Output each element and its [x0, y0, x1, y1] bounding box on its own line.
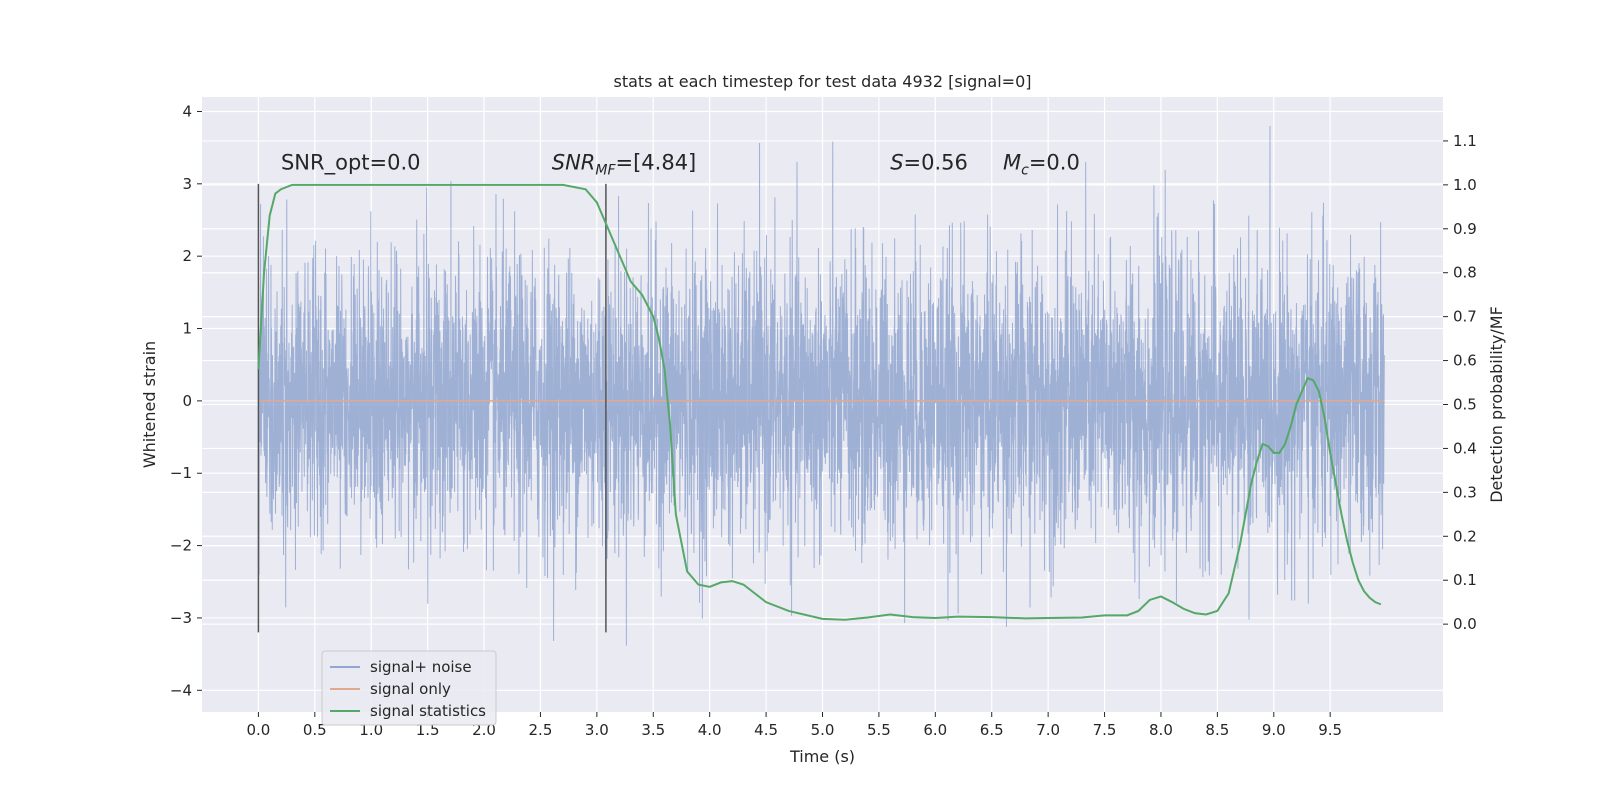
annotation-mc-value: =0.0	[1029, 150, 1080, 174]
x-tick-label: 0.5	[303, 721, 327, 739]
x-tick-label: 8.5	[1205, 721, 1229, 739]
x-tick-label: 7.5	[1093, 721, 1117, 739]
annotation-snr-mf-sub: MF	[595, 162, 616, 178]
x-tick-label: 5.5	[867, 721, 891, 739]
y-left-tick-label: 3	[182, 175, 192, 193]
y-right-tick-label: 0.8	[1453, 264, 1477, 282]
series-signal-plus-noise	[257, 125, 1385, 646]
y-right-tick-label: 0.1	[1453, 571, 1477, 589]
legend-label: signal only	[370, 680, 451, 698]
annotation-snr-mf-main: SNR	[552, 150, 596, 174]
legend-label: signal statistics	[370, 702, 486, 720]
x-tick-label: 8.0	[1149, 721, 1173, 739]
annotation-snr-opt: SNR_opt=0.0	[281, 150, 421, 175]
plot-area	[202, 97, 1443, 712]
y-right-tick-label: 0.5	[1453, 396, 1477, 414]
signal-plus-noise-line	[257, 125, 1385, 646]
y-right-tick-label: 1.0	[1453, 176, 1477, 194]
annotation-mc-sub: c	[1021, 162, 1029, 178]
y-right-tick-label: 0.7	[1453, 308, 1477, 326]
y-left-tick-label: 4	[182, 102, 192, 120]
series-signal-statistics	[257, 183, 1382, 621]
legend-label: signal+ noise	[370, 658, 472, 676]
x-tick-label: 9.5	[1318, 721, 1342, 739]
x-tick-label: 4.5	[754, 721, 778, 739]
annotation-s: S=0.56	[890, 150, 968, 174]
x-tick-label: 3.5	[641, 721, 665, 739]
x-tick-label: 6.5	[980, 721, 1004, 739]
annotation-s-value: =0.56	[904, 150, 968, 174]
y-left-tick-label: −4	[170, 681, 192, 699]
vertical-markers	[257, 183, 607, 633]
annotations: SNR_opt=0.0 SNRMF=[4.84] S=0.56 Mc=0.0	[281, 150, 1080, 178]
y-left-tick-label: 1	[182, 320, 192, 338]
x-tick-label: 4.0	[698, 721, 722, 739]
x-tick-label: 2.5	[529, 721, 553, 739]
legend-items: signal+ noise signal only signal statistic…	[330, 658, 486, 720]
x-tick-label: 7.0	[1036, 721, 1060, 739]
legend: signal+ noise signal only signal statistic…	[321, 650, 497, 726]
annotation-mc: Mc=0.0	[1003, 150, 1080, 178]
annotation-mc-main: M	[1003, 150, 1021, 174]
y-right-tick-label: 0.2	[1453, 527, 1477, 545]
x-tick-label: 6.0	[923, 721, 947, 739]
y-right-tick-label: 0.9	[1453, 220, 1477, 238]
chart-title: stats at each timestep for test data 493…	[613, 72, 1031, 91]
annotation-snr-mf: SNRMF=[4.84]	[552, 150, 697, 178]
y-right-tick-label: 0.4	[1453, 439, 1477, 457]
x-axis-label: Time (s)	[789, 747, 855, 766]
y-right-tick-label: 0.6	[1453, 352, 1477, 370]
y-axis-left-label: Whitened strain	[140, 341, 159, 468]
y-axis-right-label: Detection probability/MF	[1487, 306, 1506, 503]
y-right-tick-label: 1.1	[1453, 132, 1477, 150]
y-left-tick-label: 0	[182, 392, 192, 410]
y-right-tick-label: 0.0	[1453, 615, 1477, 633]
annotation-snr-mf-value: =[4.84]	[616, 150, 697, 174]
x-tick-label: 3.0	[585, 721, 609, 739]
y-axis-right-ticks: 1.1 1.0 0.9 0.8 0.7 0.6 0.5 0.4 0.3 0.2 0.1 0.0	[1443, 132, 1477, 633]
x-tick-label: 0.0	[246, 721, 270, 739]
y-axis-left-ticks: 4 3 2 1 0 −1 −2 −3 −4	[170, 102, 202, 699]
y-left-tick-label: −1	[170, 464, 192, 482]
annotation-s-symbol: S	[890, 150, 903, 174]
y-right-tick-label: 0.3	[1453, 483, 1477, 501]
x-tick-label: 5.0	[811, 721, 835, 739]
legend-box	[321, 650, 497, 726]
x-tick-label: 9.0	[1262, 721, 1286, 739]
y-left-tick-label: −3	[170, 609, 192, 627]
y-left-tick-label: 2	[182, 247, 192, 265]
y-left-tick-label: −2	[170, 537, 192, 555]
